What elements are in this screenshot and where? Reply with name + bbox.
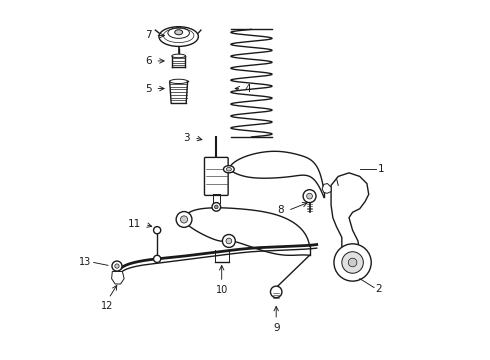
Text: 5: 5 (145, 84, 151, 94)
Text: 2: 2 (375, 284, 381, 294)
Ellipse shape (223, 166, 234, 173)
Text: 4: 4 (245, 84, 251, 94)
Text: 3: 3 (184, 133, 190, 143)
Ellipse shape (226, 167, 231, 171)
Circle shape (226, 238, 232, 244)
Circle shape (153, 255, 161, 262)
Polygon shape (322, 184, 331, 193)
Circle shape (176, 212, 192, 227)
Circle shape (303, 190, 316, 203)
Circle shape (212, 203, 220, 211)
Ellipse shape (159, 27, 198, 46)
Text: 13: 13 (78, 257, 91, 267)
FancyBboxPatch shape (204, 157, 228, 195)
Circle shape (112, 261, 122, 271)
Circle shape (153, 226, 161, 234)
Text: 1: 1 (378, 164, 384, 174)
Circle shape (115, 264, 119, 268)
Circle shape (307, 193, 313, 199)
Text: 9: 9 (273, 323, 279, 333)
Circle shape (270, 286, 282, 298)
Circle shape (348, 258, 357, 267)
Text: 12: 12 (101, 301, 114, 311)
Circle shape (222, 234, 235, 247)
Text: 6: 6 (145, 56, 151, 66)
Polygon shape (112, 271, 124, 284)
Circle shape (180, 216, 188, 223)
Text: 8: 8 (277, 206, 284, 216)
Text: 7: 7 (145, 31, 151, 40)
Polygon shape (331, 173, 368, 273)
Ellipse shape (172, 54, 186, 58)
Ellipse shape (175, 30, 183, 35)
Text: 10: 10 (216, 285, 228, 295)
Circle shape (334, 244, 371, 281)
Ellipse shape (168, 28, 190, 39)
Text: 11: 11 (128, 220, 141, 229)
Circle shape (342, 252, 364, 273)
Circle shape (215, 205, 218, 209)
Ellipse shape (170, 79, 188, 84)
